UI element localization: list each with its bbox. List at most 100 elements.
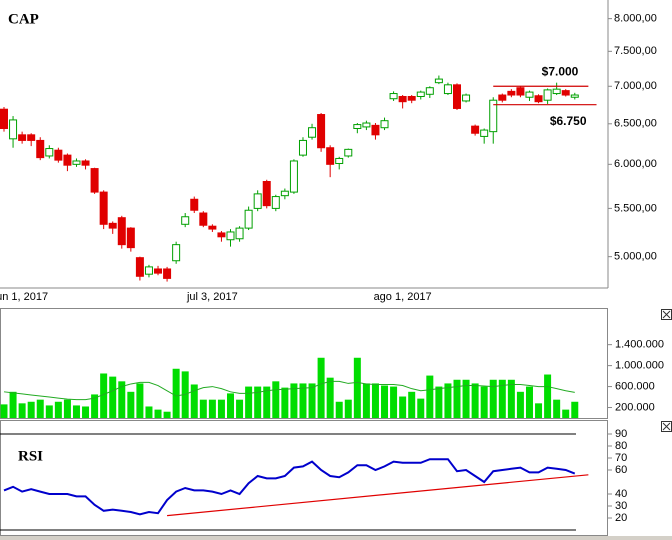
candle-body	[27, 134, 36, 141]
x-tick-label: jul 3, 2017	[186, 291, 238, 303]
volume-average	[3, 380, 575, 401]
volume-bar	[362, 383, 370, 418]
volume-bar	[45, 405, 53, 418]
y-tick-label: 20	[615, 512, 627, 524]
candle-body	[371, 124, 380, 136]
candle-body	[208, 225, 217, 230]
y-tick-label: 80	[615, 440, 627, 452]
candle-body	[525, 91, 534, 98]
bottom-strip	[0, 536, 672, 540]
volume-panel	[0, 308, 608, 419]
candle-body	[425, 87, 434, 95]
candle-body	[453, 84, 461, 109]
candle-body	[443, 84, 452, 95]
y-tick-label: 40	[615, 488, 627, 500]
volume-bar	[335, 401, 343, 418]
volume-bar	[227, 393, 234, 418]
volume-bar	[127, 391, 135, 418]
candle-body	[36, 139, 45, 159]
candle-body	[308, 127, 317, 138]
volume-bar	[544, 374, 552, 418]
volume-bar	[263, 386, 271, 418]
candle-body	[570, 94, 579, 98]
candle-body	[190, 198, 199, 211]
volume-bar	[163, 411, 171, 418]
volume-bar	[72, 405, 80, 418]
volume-bar	[507, 379, 515, 418]
volume-bar	[525, 386, 533, 418]
candle-body	[108, 222, 117, 229]
candle-body	[543, 89, 552, 101]
volume-bar	[435, 386, 443, 418]
candle-body	[280, 190, 289, 197]
volume-bar	[190, 384, 198, 418]
volume-bar	[217, 399, 225, 418]
panel-title: RSI	[18, 448, 43, 464]
rsi-panel	[0, 420, 608, 536]
close-button[interactable]	[661, 421, 672, 432]
candle-body	[534, 95, 543, 103]
candle-body	[0, 108, 8, 129]
volume-bar	[154, 409, 162, 418]
y-tick-label: 200.000	[615, 401, 655, 413]
candle-body	[434, 78, 443, 84]
candle-body	[516, 87, 525, 96]
volume-bar	[326, 377, 334, 418]
y-tick-label: 30	[615, 500, 627, 512]
volume-bar	[480, 386, 488, 418]
price-label: $7.000	[542, 64, 579, 78]
volume-bar	[0, 404, 8, 418]
candle-body	[144, 266, 153, 275]
volume-bar	[281, 387, 289, 418]
candle-body	[163, 268, 172, 279]
y-tick-label: 60	[615, 464, 627, 476]
chart-title: CAP	[8, 11, 39, 27]
candle-body	[99, 191, 108, 225]
candle-body	[471, 125, 480, 134]
candle-body	[199, 212, 208, 226]
volume-bar	[172, 368, 180, 418]
candle-body	[244, 209, 253, 229]
candle-body	[317, 114, 326, 149]
candle-body	[289, 160, 298, 193]
candle-body	[353, 124, 362, 129]
candle-body	[226, 231, 235, 241]
volume-bar	[344, 399, 352, 418]
y-tick-label: 1.000.000	[615, 360, 664, 372]
volume-bar	[27, 401, 35, 418]
volume-bar	[245, 386, 253, 418]
volume-bar	[562, 409, 570, 418]
candle-body	[561, 90, 570, 96]
candle-body	[72, 160, 81, 165]
candle-body	[416, 91, 425, 97]
volume-bar	[91, 394, 99, 418]
candle-body	[135, 257, 144, 277]
volume-bar	[100, 373, 108, 418]
candle-body	[18, 134, 27, 141]
volume-bar	[462, 379, 470, 418]
volume-bar	[553, 399, 561, 418]
volume-bar	[136, 383, 144, 418]
volume-bar	[82, 406, 90, 418]
candle-body	[235, 227, 244, 240]
y-tick-label: 6.500,00	[614, 118, 657, 130]
candle-body	[489, 99, 498, 133]
x-tick-label: un 1, 2017	[0, 291, 48, 303]
candle-body	[54, 149, 63, 161]
volume-bar	[308, 383, 316, 418]
candle-body	[552, 88, 561, 95]
volume-bar	[381, 385, 389, 418]
candle-body	[81, 160, 90, 166]
candle-body	[480, 129, 489, 137]
volume-bar	[109, 376, 117, 418]
x-tick-label: ago 1, 2017	[374, 291, 432, 303]
candle-body	[344, 148, 353, 157]
candle-body	[154, 268, 163, 274]
candle-body	[507, 90, 516, 96]
candle-body	[253, 193, 262, 209]
volume-bar	[18, 403, 26, 418]
close-button[interactable]	[661, 309, 672, 320]
volume-bar	[353, 357, 361, 418]
